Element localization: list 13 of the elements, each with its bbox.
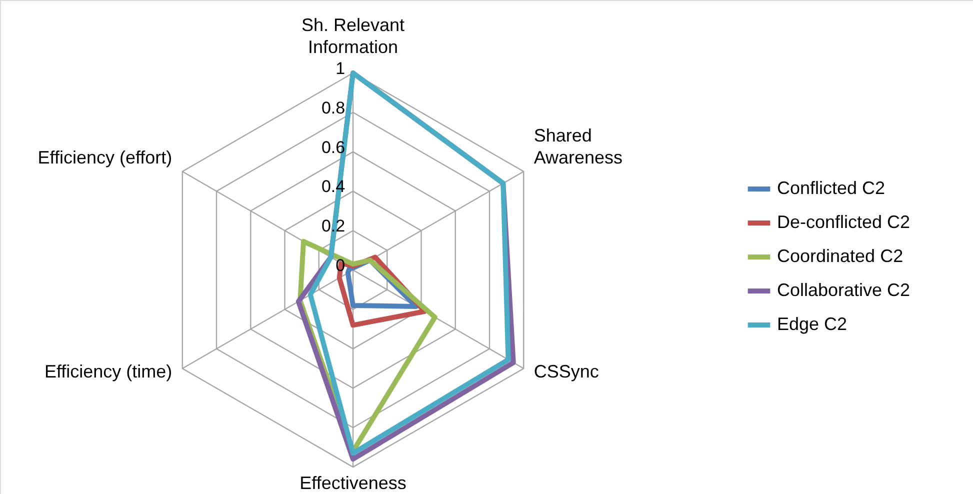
spoke-label: Shared Awareness <box>534 126 623 168</box>
spoke-label: Sh. Relevant Information <box>301 15 405 58</box>
legend-label: Conflicted C2 <box>777 178 886 198</box>
spoke-label: Efficiency (time) <box>44 361 172 382</box>
legend-label: De-conflicted C2 <box>777 212 910 232</box>
legend-label: Edge C2 <box>777 314 848 334</box>
spoke-label: Effectiveness <box>300 472 406 493</box>
legend-label: Coordinated C2 <box>777 246 904 266</box>
y-tick-label: 0.8 <box>321 98 346 118</box>
spoke-label: CSSync <box>534 361 599 382</box>
y-tick-label: 1 <box>336 59 346 78</box>
spoke-label: Efficiency (effort) <box>38 148 172 168</box>
legend-label: Collaborative C2 <box>777 280 910 300</box>
